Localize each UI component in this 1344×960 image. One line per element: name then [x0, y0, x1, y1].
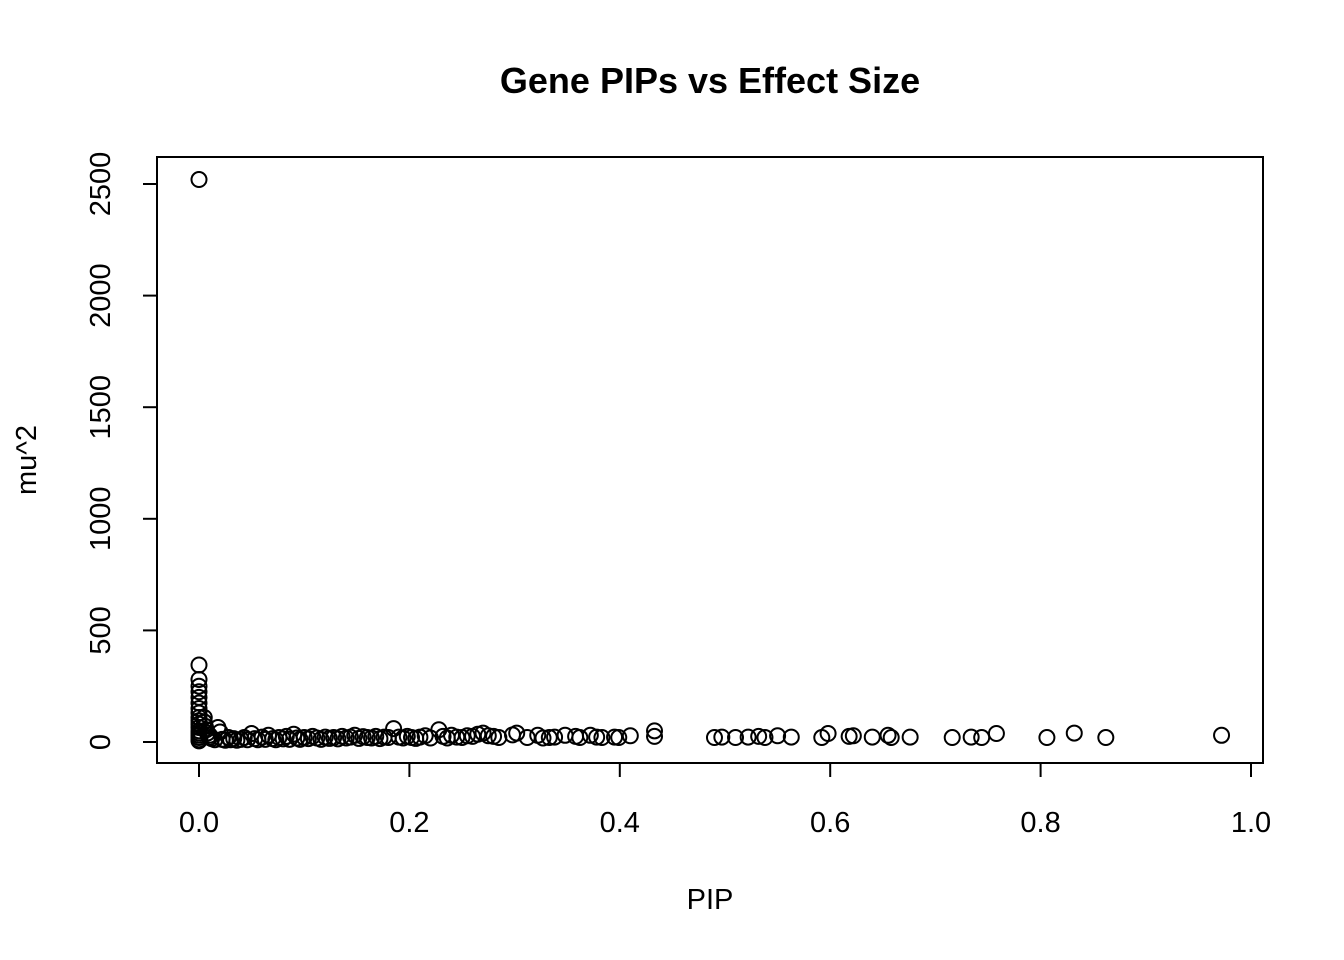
data-point [943, 729, 961, 747]
data-point [610, 729, 628, 747]
data-point [190, 683, 208, 701]
data-point [588, 728, 606, 746]
y-tick-label: 1000 [85, 487, 117, 552]
data-point [1038, 729, 1056, 747]
data-point [646, 722, 664, 740]
data-point [190, 677, 208, 695]
data-point [621, 727, 639, 745]
data-point [756, 729, 774, 747]
data-point [901, 728, 919, 746]
data-point [190, 171, 208, 189]
x-axis-label: PIP [687, 884, 734, 916]
data-point [546, 728, 564, 746]
x-axis: 0.0 0.2 0.4 0.6 0.8 1.0 [179, 762, 1271, 839]
y-tick-label: 1500 [85, 375, 117, 440]
data-point [274, 730, 292, 748]
data-point [739, 728, 757, 746]
data-point [581, 726, 599, 744]
data-point [646, 727, 664, 745]
data-point [190, 671, 208, 689]
data-point [769, 727, 787, 745]
data-point [844, 727, 862, 745]
data-point [705, 729, 723, 747]
data-point [782, 728, 800, 746]
data-point [534, 729, 552, 747]
x-tick-label: 0.0 [179, 807, 219, 839]
data-point [346, 726, 364, 744]
data-point [1097, 729, 1115, 747]
data-point [540, 729, 558, 747]
x-tick-label: 0.4 [600, 807, 640, 839]
y-axis: 0 500 1000 1500 2000 2500 [85, 152, 158, 750]
data-point [593, 729, 611, 747]
chart-title: Gene PIPs vs Effect Size [500, 60, 920, 101]
y-axis-label: mu^2 [11, 425, 43, 495]
data-point [987, 725, 1005, 743]
x-tick-label: 0.8 [1020, 807, 1060, 839]
data-point [882, 729, 900, 747]
data-point [713, 728, 731, 746]
data-point [1065, 724, 1083, 742]
data-point [863, 728, 881, 746]
data-point [973, 729, 991, 747]
x-tick-label: 1.0 [1231, 807, 1271, 839]
data-point [190, 656, 208, 674]
x-tick-label: 0.2 [389, 807, 429, 839]
data-points [190, 171, 1231, 750]
data-point [879, 726, 897, 744]
data-point [508, 724, 526, 742]
data-point [458, 727, 476, 745]
y-tick-label: 2500 [85, 152, 117, 217]
data-point [750, 727, 768, 745]
x-tick-label: 0.6 [810, 807, 850, 839]
y-tick-label: 2000 [85, 263, 117, 328]
data-point [571, 729, 589, 747]
data-point [1213, 726, 1231, 744]
data-point [727, 729, 745, 747]
data-point [819, 725, 837, 743]
data-point [385, 720, 403, 738]
data-point [256, 730, 274, 748]
plot-frame [156, 156, 1264, 764]
y-tick-label: 500 [85, 606, 117, 654]
data-point [479, 727, 497, 745]
data-point [267, 731, 285, 749]
data-point [962, 728, 980, 746]
data-point [195, 708, 213, 726]
y-tick-label: 0 [85, 734, 117, 750]
